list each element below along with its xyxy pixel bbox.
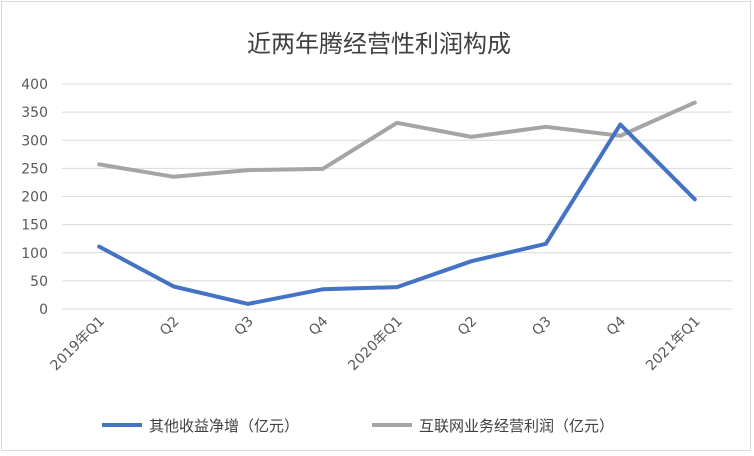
- x-tick-label: 2021年Q1: [643, 314, 704, 375]
- x-tick-label: Q3: [232, 314, 257, 339]
- y-axis-tick-labels: 0 50 100 150 200 250 300 350 400: [21, 77, 48, 318]
- legend-label: 其他收益净增（亿元）: [149, 417, 299, 435]
- y-tick-label: 0: [39, 302, 48, 318]
- x-tick-label: Q2: [157, 314, 182, 339]
- chart-title: 近两年腾经营性利润构成: [247, 30, 511, 58]
- x-tick-label: 2019年Q1: [48, 314, 109, 375]
- y-tick-label: 100: [21, 246, 48, 262]
- y-tick-label: 250: [21, 161, 48, 177]
- x-axis-tick-labels: 2019年Q1 Q2 Q3 Q4 2020年Q1 Q2 Q3 Q4 2021年Q1: [48, 313, 704, 374]
- x-tick-label: Q4: [306, 313, 331, 338]
- y-tick-label: 400: [21, 77, 48, 93]
- x-tick-label: Q2: [455, 314, 480, 339]
- series-lines: [97, 100, 697, 306]
- legend: 其他收益净增（亿元） 互联网业务经营利润（亿元）: [102, 417, 614, 435]
- series-line: [97, 122, 697, 306]
- grid-lines: [62, 83, 732, 310]
- x-tick-label: 2020年Q1: [345, 314, 406, 375]
- y-tick-label: 350: [21, 105, 48, 121]
- y-tick-label: 150: [21, 218, 48, 234]
- y-tick-label: 300: [21, 133, 48, 149]
- y-tick-label: 200: [21, 190, 48, 206]
- legend-label: 互联网业务经营利润（亿元）: [419, 417, 614, 435]
- x-tick-label: Q4: [604, 313, 629, 338]
- x-tick-label: Q3: [529, 314, 554, 339]
- y-tick-label: 50: [30, 274, 48, 290]
- series-line: [97, 100, 697, 179]
